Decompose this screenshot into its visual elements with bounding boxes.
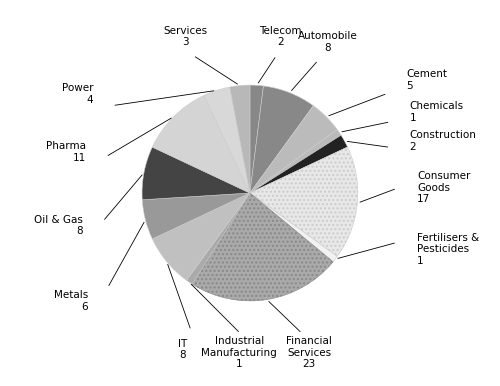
Wedge shape (186, 193, 250, 284)
Text: Automobile
8: Automobile 8 (298, 31, 358, 53)
Wedge shape (250, 193, 337, 262)
Text: Construction
2: Construction 2 (410, 130, 476, 152)
Text: Fertilisers &
Pesticides
1: Fertilisers & Pesticides 1 (417, 232, 480, 266)
Wedge shape (250, 135, 348, 193)
Text: Financial
Services
23: Financial Services 23 (286, 336, 332, 369)
Wedge shape (250, 147, 358, 256)
Wedge shape (250, 86, 314, 193)
Wedge shape (250, 85, 264, 193)
Wedge shape (142, 193, 250, 239)
Wedge shape (142, 147, 250, 200)
Wedge shape (250, 130, 341, 193)
Wedge shape (152, 193, 250, 280)
Wedge shape (192, 193, 333, 301)
Text: Consumer
Goods
17: Consumer Goods 17 (417, 171, 470, 204)
Text: Chemicals
1: Chemicals 1 (410, 101, 464, 123)
Wedge shape (250, 106, 337, 193)
Text: Pharma
11: Pharma 11 (46, 141, 86, 163)
Text: Metals
6: Metals 6 (54, 290, 88, 312)
Text: Cement
5: Cement 5 (406, 69, 448, 90)
Wedge shape (204, 87, 250, 193)
Text: Industrial
Manufacturing
1: Industrial Manufacturing 1 (202, 336, 277, 369)
Text: Oil & Gas
8: Oil & Gas 8 (34, 215, 82, 236)
Wedge shape (152, 95, 250, 193)
Text: Power
4: Power 4 (62, 83, 94, 105)
Text: Telecom
2: Telecom 2 (259, 26, 302, 47)
Text: Services
3: Services 3 (163, 26, 208, 47)
Wedge shape (230, 85, 250, 193)
Text: IT
8: IT 8 (178, 339, 188, 360)
